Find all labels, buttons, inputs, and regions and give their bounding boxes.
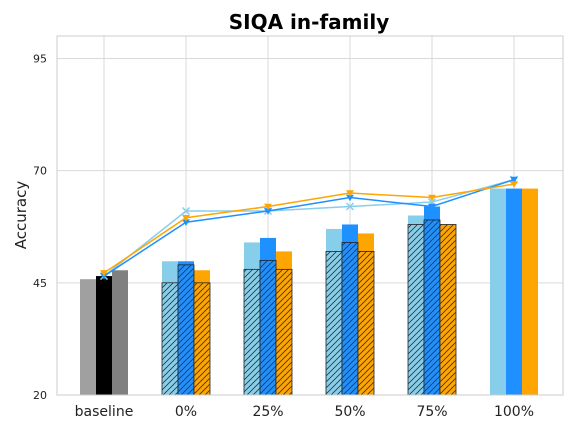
x-tick-label: 0% [175, 404, 197, 420]
x-tick-label: 100% [494, 404, 534, 420]
triangle-marker [346, 190, 354, 197]
triangle-marker [264, 208, 272, 215]
x-tick-label: 75% [416, 404, 447, 420]
bar-light [490, 188, 506, 395]
hatch-overlay [358, 251, 374, 395]
triangle-marker [510, 176, 518, 184]
triangle-marker [428, 194, 436, 202]
hatch-overlay [244, 269, 260, 395]
baseline-bar [112, 270, 128, 395]
hatch-overlay [276, 269, 292, 395]
hatch-overlay [326, 251, 342, 395]
baseline-bar [80, 279, 96, 395]
hatch-overlay [260, 260, 276, 395]
triangle-marker [428, 203, 436, 211]
series-line [103, 178, 515, 277]
hatch-overlay [178, 264, 194, 395]
hatch-overlay [408, 224, 424, 395]
hatch-overlay [440, 224, 456, 395]
series-line [103, 183, 515, 274]
chart-title: SIQA in-family [229, 10, 389, 34]
x-marker [345, 202, 355, 211]
x-tick-label: baseline [75, 404, 134, 420]
triangle-marker [510, 181, 518, 188]
hatch-overlay [342, 242, 358, 395]
y-tick-label: 70 [33, 165, 47, 178]
hatch-overlay [424, 219, 440, 395]
y-tick-label: 45 [33, 277, 47, 290]
hatch-overlay [162, 282, 178, 395]
x-tick-label: 50% [334, 404, 365, 420]
bars [80, 188, 538, 396]
bar-blue [506, 188, 522, 395]
bar-orange [522, 188, 538, 395]
y-tick-label: 20 [33, 389, 47, 402]
y-tick-label: 95 [33, 52, 47, 65]
x-marker [181, 206, 191, 216]
triangle-marker [182, 214, 190, 222]
plot-frame [56, 35, 564, 396]
hatch-overlay [194, 282, 210, 395]
triangle-marker [100, 270, 108, 277]
triangle-marker [346, 194, 354, 202]
triangle-marker [264, 203, 272, 211]
triangle-marker [182, 219, 190, 226]
grid [57, 36, 563, 396]
series-line [103, 178, 515, 277]
baseline-bar [96, 276, 112, 395]
tick-labels: 20 45 70 95 baseline 0% 25% 50% 75% 100% [33, 52, 534, 420]
x-tick-label: 25% [252, 404, 283, 420]
lines [99, 175, 519, 281]
y-axis-label: Accuracy [12, 181, 30, 250]
